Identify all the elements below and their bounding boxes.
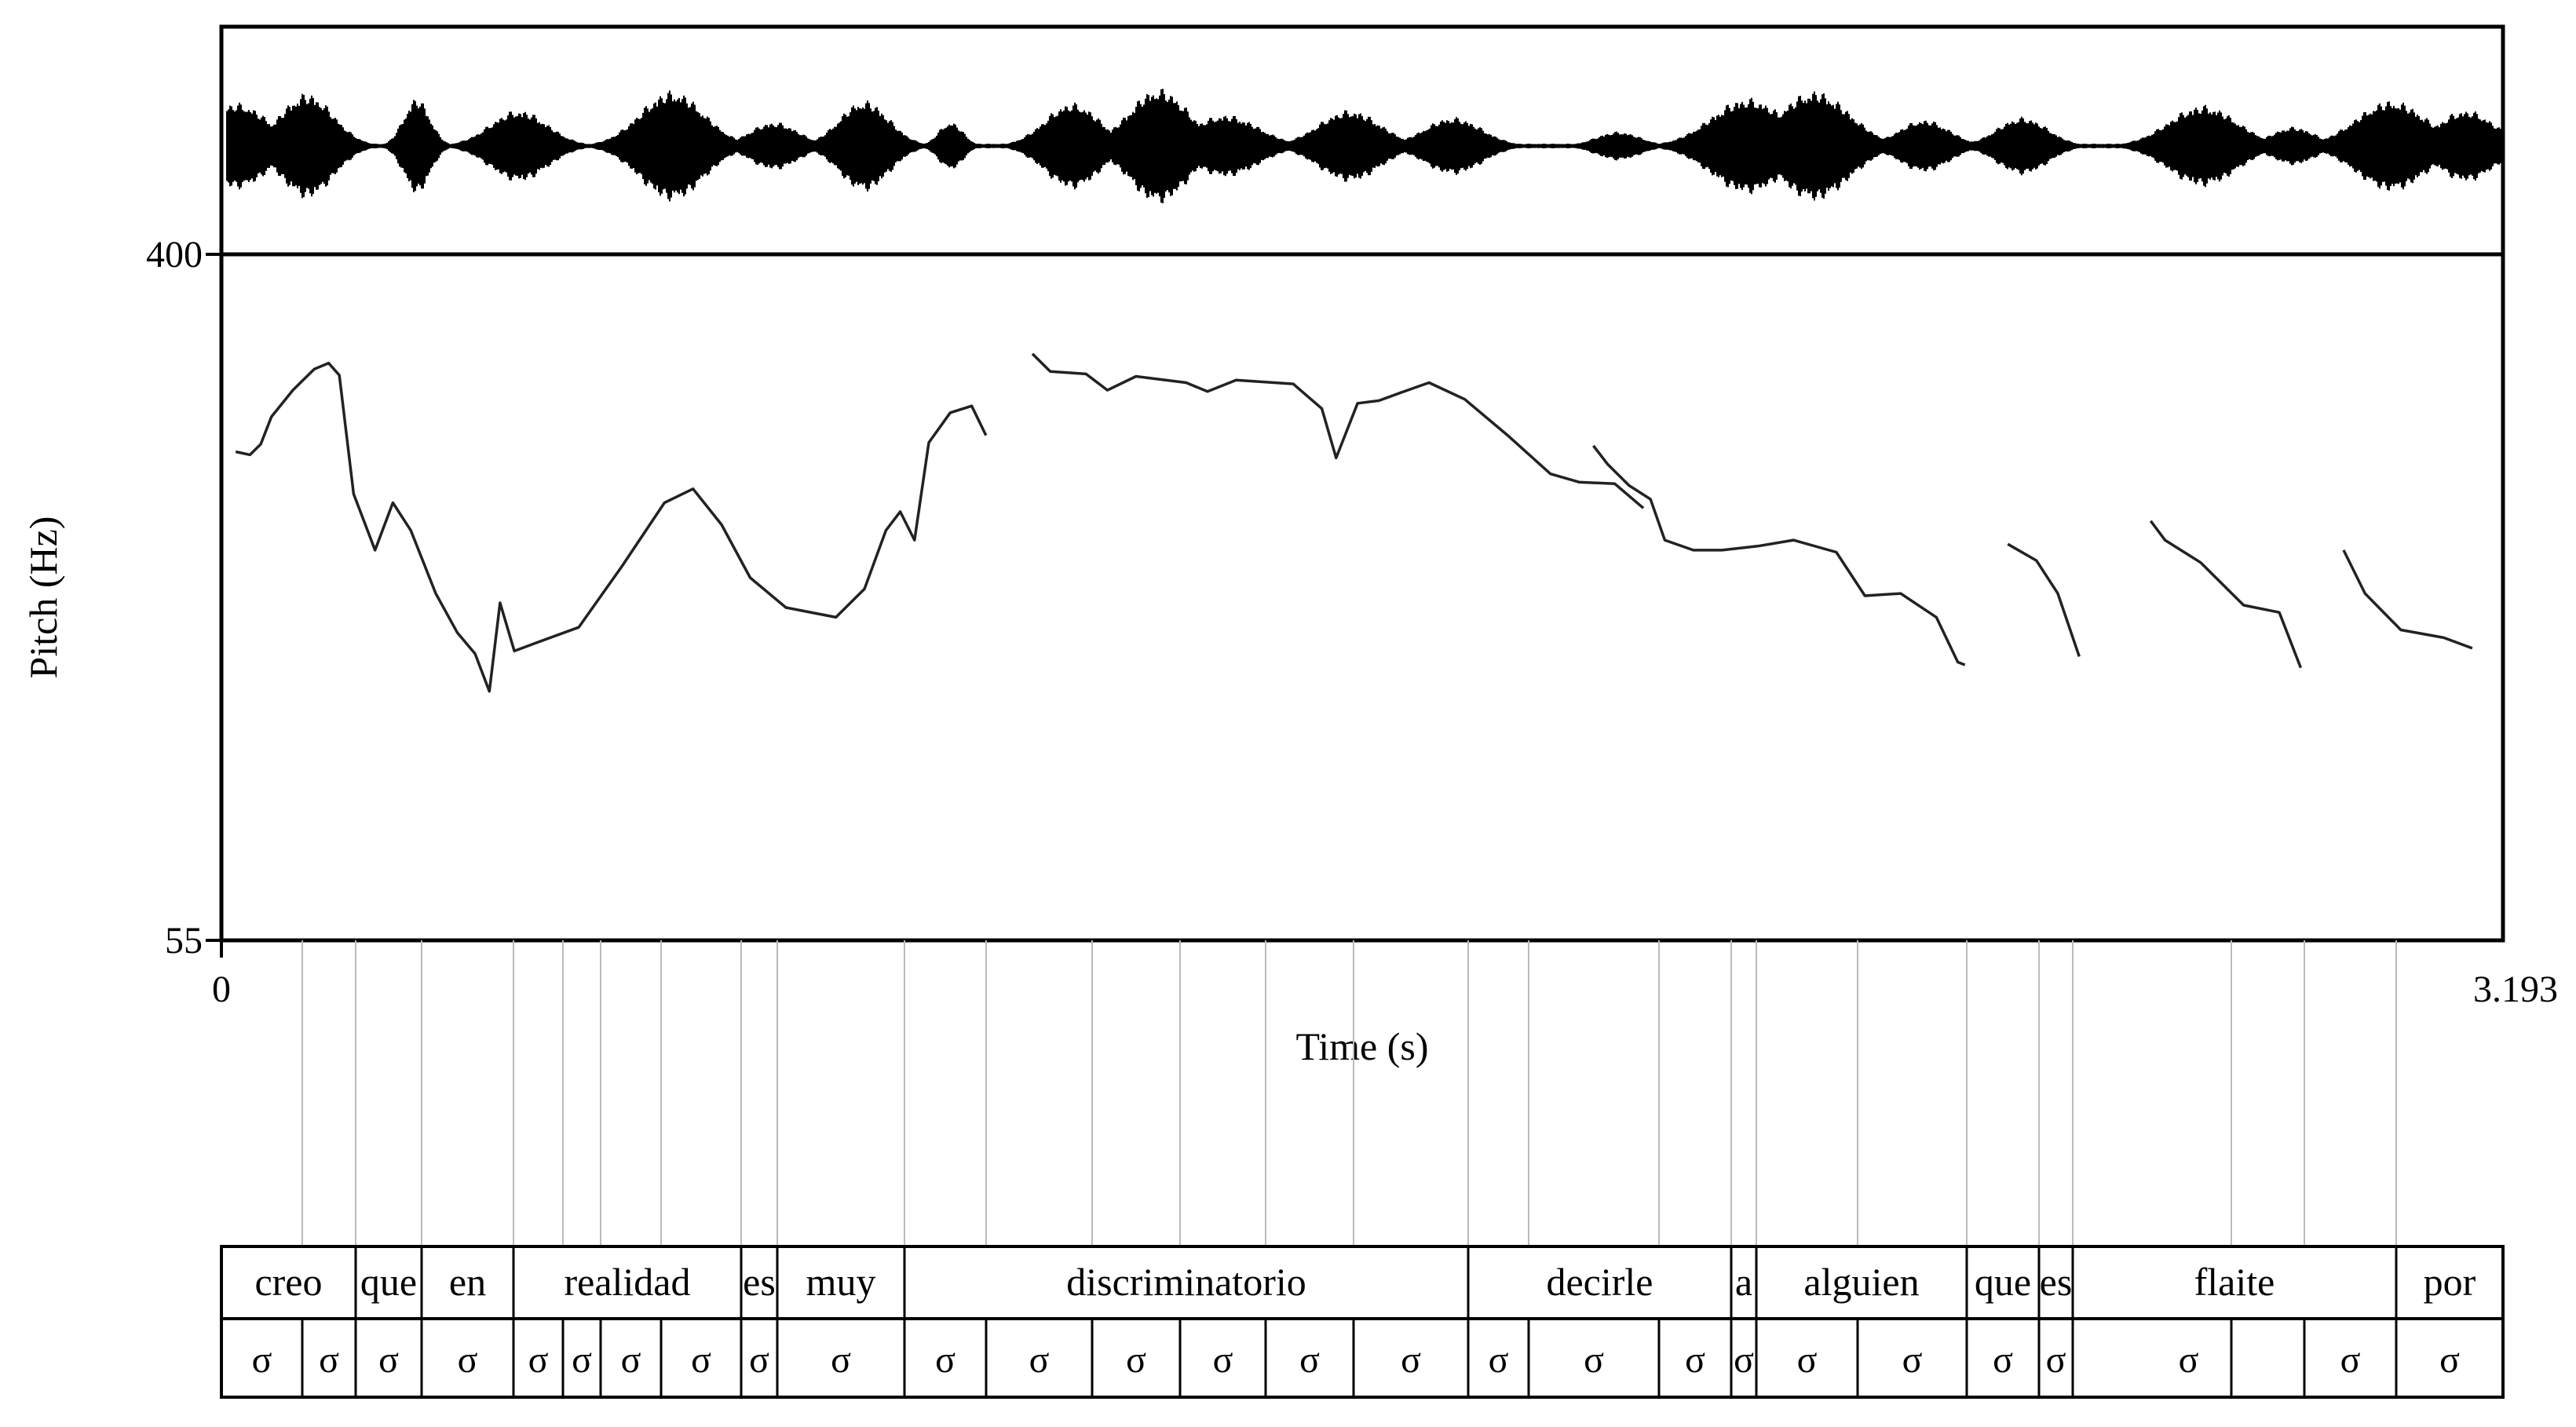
syllable-label: σ (1584, 1339, 1604, 1381)
word-label: por (2424, 1260, 2476, 1304)
word-label: flaite (2194, 1260, 2275, 1304)
syllable-label: σ (1734, 1339, 1754, 1381)
x-axis-label: Time (s) (1295, 1024, 1428, 1068)
word-label: en (449, 1260, 486, 1304)
x-tick-label-end: 3.193 (2473, 969, 2558, 1010)
pitch-series (235, 352, 2473, 693)
word-label: decirle (1546, 1260, 1653, 1304)
pitch-panel: 400 55 Pitch (Hz) 0 3.193 Time (s) (21, 234, 2558, 1068)
word-label: realidad (564, 1260, 690, 1304)
waveform (226, 89, 2501, 203)
word-label: que (1975, 1260, 2031, 1304)
word-cells: creo que en realidad es muy discriminatorio dec… (254, 1246, 2476, 1319)
syllable-label: σ (691, 1339, 711, 1381)
syllable-label: σ (1993, 1339, 2013, 1381)
syllable-label: σ (1401, 1339, 1421, 1381)
syllable-label: σ (2179, 1339, 2199, 1381)
syllable-label: σ (1299, 1339, 1320, 1381)
y-axis-label: Pitch (Hz) (21, 516, 65, 679)
word-label: que (360, 1260, 417, 1304)
word-label: es (743, 1260, 776, 1304)
syllable-label: σ (319, 1339, 339, 1381)
word-label: muy (806, 1260, 876, 1304)
syllable-label: σ (1685, 1339, 1705, 1381)
annotation-tiers: creo que en realidad es muy discriminatorio dec… (220, 1245, 2505, 1399)
pitch-segment-5 (2149, 520, 2303, 669)
word-label: es (2040, 1260, 2073, 1304)
syllable-label: σ (1213, 1339, 1233, 1381)
pitch-segment-2 (1031, 352, 1645, 509)
syllable-label: σ (572, 1339, 592, 1381)
syllable-boundaries (301, 940, 2397, 1246)
syllable-label: σ (2439, 1339, 2460, 1381)
syllable-label: σ (1126, 1339, 1146, 1381)
syllable-label: σ (1489, 1339, 1509, 1381)
syllable-label: σ (528, 1339, 549, 1381)
syllable-label: σ (621, 1339, 641, 1381)
pitch-segment-6 (2342, 549, 2473, 650)
word-label: alguien (1803, 1260, 1919, 1304)
word-label: creo (254, 1260, 322, 1304)
pitch-segment-1 (235, 361, 988, 693)
y-tick-label-55: 55 (165, 920, 203, 962)
syllable-label: σ (2340, 1339, 2361, 1381)
waveform-panel (219, 24, 2505, 257)
syllable-label: σ (1029, 1339, 1050, 1381)
pitch-frame (219, 252, 2505, 943)
y-tick-label-400: 400 (146, 234, 203, 276)
x-tick-label-start: 0 (212, 969, 231, 1010)
syllable-label: σ (2046, 1339, 2066, 1381)
syllable-label: σ (1797, 1339, 1818, 1381)
pitch-segment-4 (2007, 542, 2081, 657)
syllable-label: σ (378, 1339, 399, 1381)
word-label: discriminatorio (1066, 1260, 1306, 1304)
syllable-label: σ (935, 1339, 955, 1381)
word-label: a (1735, 1260, 1752, 1304)
syllable-label: σ (252, 1339, 272, 1381)
syllable-label: σ (1902, 1339, 1923, 1381)
syllable-tier (220, 1317, 2505, 1399)
pitch-segment-3 (1592, 444, 1966, 666)
syllable-label: σ (831, 1339, 851, 1381)
syllable-label: σ (749, 1339, 769, 1381)
syllable-label: σ (458, 1339, 478, 1381)
